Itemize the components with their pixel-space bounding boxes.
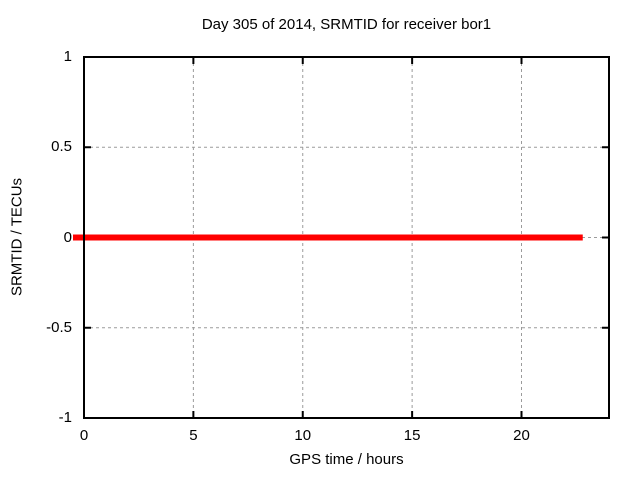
y-tick-label: -1 bbox=[58, 409, 72, 426]
y-tick-label: -0.5 bbox=[46, 318, 72, 336]
x-tick-label: 0 bbox=[79, 427, 89, 444]
x-tick-label: 20 bbox=[513, 427, 530, 444]
y-tick-label: 0 bbox=[63, 228, 72, 246]
x-axis-title: GPS time / hours bbox=[289, 451, 404, 468]
y-tick-label: 0.5 bbox=[51, 138, 72, 156]
x-tick-label: 15 bbox=[403, 427, 421, 444]
y-tick-label: 1 bbox=[63, 48, 72, 65]
plot-border bbox=[83, 56, 610, 419]
x-tick-label: 10 bbox=[294, 427, 312, 444]
chart-title: Day 305 of 2014, SRMTID for receiver bor… bbox=[201, 16, 492, 33]
x-tick-label: 5 bbox=[189, 427, 198, 444]
